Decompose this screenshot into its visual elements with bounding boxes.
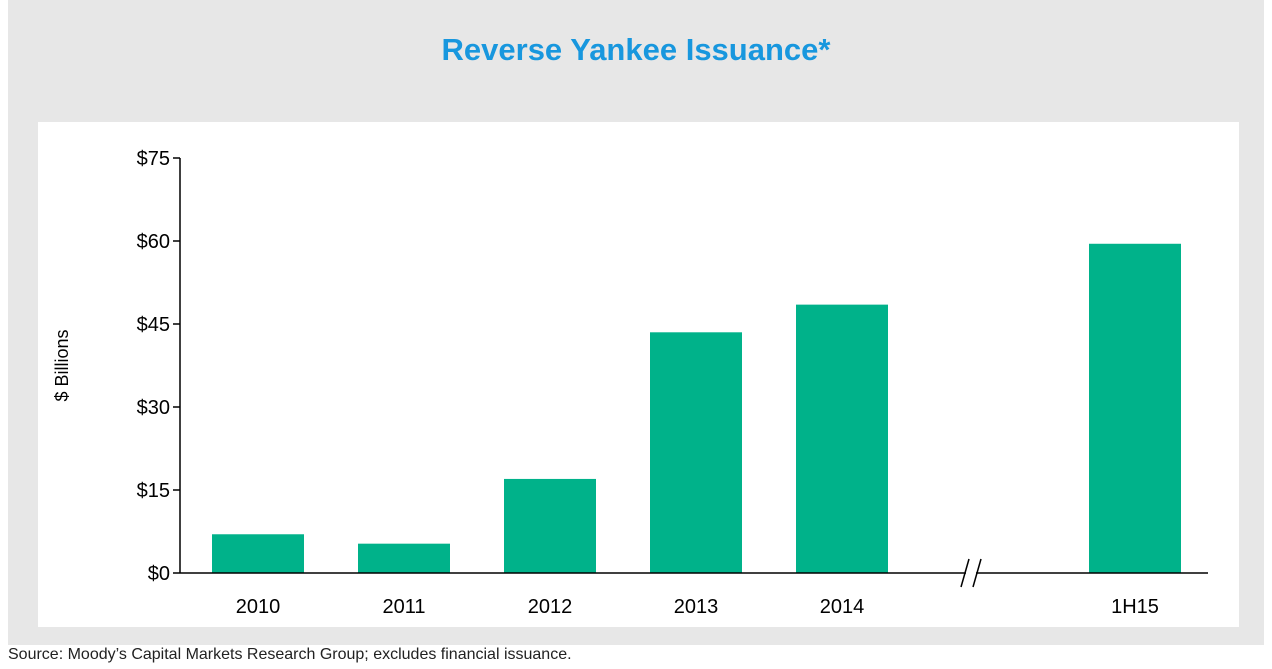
bar-chart: $0 $15 $30 $45 $60 $75 2010 2011 2012 2013 2014 1H1… [52, 148, 1208, 618]
bar-2011 [358, 543, 450, 573]
bar-2012 [504, 478, 596, 573]
y-tick-label: $75 [137, 148, 170, 170]
chart-title: Reverse Yankee Issuance* [441, 32, 831, 67]
bar-2010 [212, 534, 304, 573]
x-tick-label: 2011 [382, 596, 425, 618]
y-axis-label: $ Billions [52, 329, 72, 401]
axis-break-mark [972, 558, 982, 588]
y-tick-label: $0 [148, 563, 170, 585]
x-tick-label: 2012 [528, 596, 573, 618]
y-tick-label: $30 [137, 397, 170, 419]
x-tick-label: 1H15 [1111, 596, 1159, 618]
bar-1H15 [1089, 243, 1181, 573]
axis-break-gap [966, 570, 976, 576]
y-tick-label: $15 [137, 480, 170, 502]
y-tick-label: $60 [137, 231, 170, 253]
bar-2014 [796, 304, 888, 573]
y-tick-label: $45 [137, 314, 170, 336]
bar-2013 [650, 332, 742, 573]
x-tick-label: 2013 [674, 596, 719, 618]
source-note: Source: Moody’s Capital Markets Research… [8, 646, 572, 663]
axis-break-mark [960, 558, 970, 588]
x-tick-label: 2014 [820, 596, 865, 618]
x-tick-label: 2010 [236, 596, 281, 618]
